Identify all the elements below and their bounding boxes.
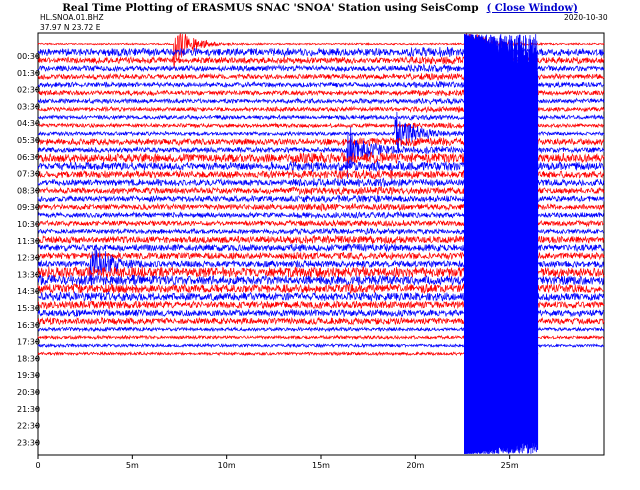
y-tick-label: 00:30 — [17, 52, 40, 61]
y-tick-label: 16:30 — [17, 321, 40, 330]
y-tick-label: 08:30 — [17, 186, 40, 195]
plot-date: 2020-10-30 — [564, 13, 608, 22]
y-tick-label: 06:30 — [17, 153, 40, 162]
y-tick-label: 18:30 — [17, 354, 40, 363]
station-code: HL.SNOA.01.BHZ — [40, 13, 104, 22]
x-tick-label: 15m — [312, 461, 330, 470]
y-tick-label: 22:30 — [17, 422, 40, 431]
y-tick-label: 15:30 — [17, 304, 40, 313]
saturated-event-band — [464, 34, 539, 454]
trace-group — [37, 33, 605, 454]
y-tick-label: 02:30 — [17, 86, 40, 95]
y-tick-label: 12:30 — [17, 254, 40, 263]
y-tick-label: 23:30 — [17, 438, 40, 447]
x-tick-label: 10m — [218, 461, 236, 470]
y-tick-label: 03:30 — [17, 102, 40, 111]
x-tick-label: 0 — [35, 461, 40, 470]
close-window-link[interactable]: ( Close Window) — [486, 3, 578, 14]
y-tick-label: 17:30 — [17, 338, 40, 347]
y-axis-ticks: 00:30 01:30 02:30 03:30 04:30 05:30 06:30 07:30… — [17, 52, 40, 447]
x-tick-label: 20m — [406, 461, 424, 470]
y-tick-label: 01:30 — [17, 69, 40, 78]
y-tick-label: 21:30 — [17, 405, 40, 414]
x-tick-label: 5m — [126, 461, 139, 470]
y-tick-label: 19:30 — [17, 371, 40, 380]
station-coordinates: 37.97 N 23.72 E — [40, 23, 101, 32]
trace-line — [37, 350, 539, 357]
x-axis-ticks: 0 5m 10m 15m 20m 25m — [35, 455, 519, 470]
x-tick-label: 25m — [501, 461, 519, 470]
y-tick-label: 13:30 — [17, 270, 40, 279]
y-tick-label: 04:30 — [17, 119, 40, 128]
title-text: Real Time Plotting of ERASMUS SNAC 'SNOA… — [62, 2, 479, 14]
y-tick-label: 14:30 — [17, 287, 40, 296]
y-tick-label: 07:30 — [17, 170, 40, 179]
y-tick-label: 05:30 — [17, 136, 40, 145]
y-tick-label: 20:30 — [17, 388, 40, 397]
y-tick-label: 10:30 — [17, 220, 40, 229]
y-tick-label: 09:30 — [17, 203, 40, 212]
y-tick-label: 11:30 — [17, 237, 40, 246]
page-title: Real Time Plotting of ERASMUS SNAC 'SNOA… — [0, 2, 640, 14]
